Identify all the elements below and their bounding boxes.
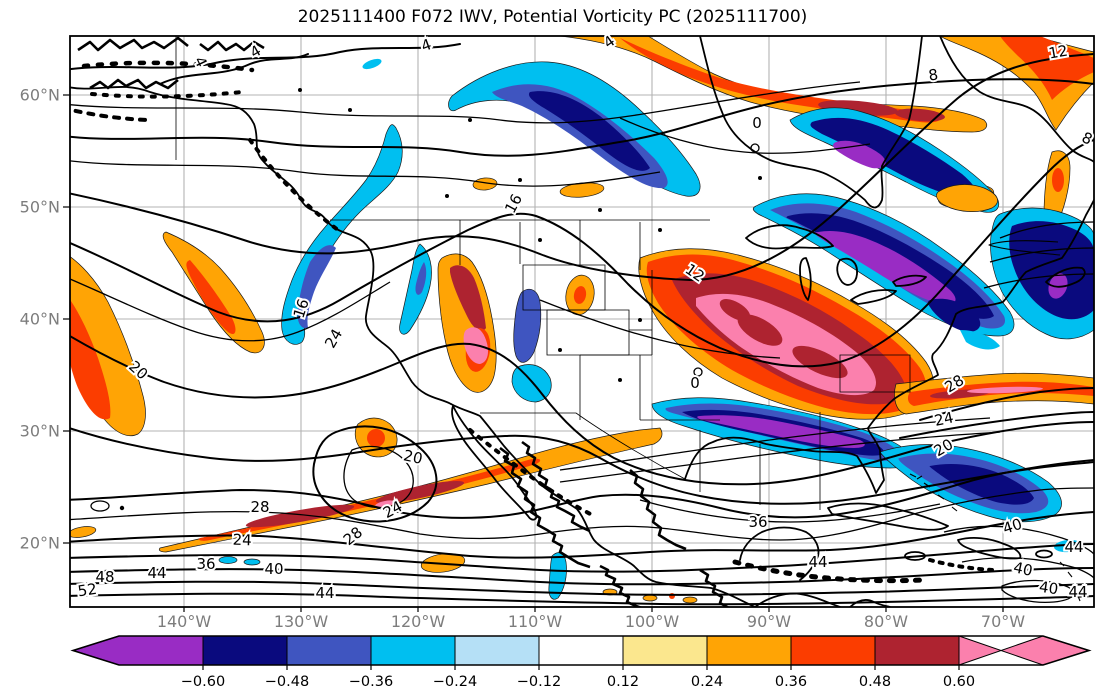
x-tick-label: 110°W bbox=[508, 612, 563, 631]
contour-label: 48 bbox=[95, 568, 114, 586]
contour-label: 40 bbox=[1038, 578, 1059, 598]
colorbar-tick-label: 0.12 bbox=[607, 674, 639, 690]
colorbar-cell bbox=[706, 635, 792, 666]
contour-label: 44 bbox=[1064, 538, 1083, 556]
x-tick-label: 100°W bbox=[625, 612, 680, 631]
contour-label: 52 bbox=[77, 580, 98, 600]
page-title: 2025111400 F072 IWV, Potential Vorticity… bbox=[297, 7, 808, 27]
colorbar-tick-label: −0.24 bbox=[433, 674, 477, 690]
colorbar-cell bbox=[622, 635, 708, 666]
colorbar-cell bbox=[286, 635, 372, 666]
contour-label: 0 bbox=[690, 374, 700, 392]
y-axis-tick-labels: 60°N 50°N 40°N 30°N 20°N bbox=[20, 86, 70, 553]
map-frame bbox=[69, 35, 1095, 608]
colorbar: −0.60 −0.48 −0.36 −0.24 −0.12 0.12 0.24 0.36 0.4… bbox=[70, 635, 1092, 690]
y-tick-label: 40°N bbox=[20, 310, 60, 329]
contour-label: 44 bbox=[147, 564, 166, 582]
colorbar-cell bbox=[790, 635, 876, 666]
colorbar-right-arrow bbox=[958, 635, 1091, 666]
x-tick-label: 70°W bbox=[981, 612, 1025, 631]
contour-label: 44 bbox=[808, 553, 827, 571]
x-axis-tick-labels: 140°W 130°W 120°W 110°W 100°W 90°W 80°W 70°W bbox=[157, 607, 1025, 631]
contour-label: 28 bbox=[250, 498, 269, 516]
colorbar-tick-label: 0.36 bbox=[775, 674, 807, 690]
contour-label: 44 bbox=[315, 584, 334, 602]
colorbar-cell bbox=[538, 635, 624, 666]
contour-label: 12 bbox=[1047, 42, 1069, 63]
colorbar-cell bbox=[454, 635, 540, 666]
iwv-contours bbox=[70, 43, 1094, 606]
colorbar-outline bbox=[70, 635, 1092, 666]
colorbar-left-arrow bbox=[71, 635, 204, 666]
y-tick-label: 30°N bbox=[20, 422, 60, 441]
x-tick-label: 120°W bbox=[391, 612, 446, 631]
contour-label: 40 bbox=[264, 560, 283, 578]
contour-label: 24 bbox=[232, 531, 252, 550]
contour-label: 44 bbox=[1068, 583, 1087, 601]
x-tick-label: 130°W bbox=[274, 612, 329, 631]
colorbar-cell bbox=[370, 635, 456, 666]
colorbar-cell bbox=[874, 635, 960, 666]
y-tick-label: 50°N bbox=[20, 198, 60, 217]
colorbar-cell bbox=[202, 635, 288, 666]
colorbar-tick-label: −0.12 bbox=[517, 674, 561, 690]
colorbar-tick-label: 0.60 bbox=[943, 674, 975, 690]
contour-label: 36 bbox=[196, 555, 215, 573]
contour-label: 36 bbox=[748, 513, 767, 531]
colorbar-tick-label: 0.48 bbox=[859, 674, 891, 690]
colorbar-tick-label: −0.36 bbox=[349, 674, 393, 690]
colorbar-tick-label: 0.24 bbox=[691, 674, 723, 690]
contour-label: 0 bbox=[752, 114, 762, 132]
terrain-contour-tangles bbox=[70, 36, 994, 607]
political-borders bbox=[175, 36, 911, 510]
colorbar-tick-label: −0.48 bbox=[265, 674, 309, 690]
x-tick-label: 90°W bbox=[747, 612, 791, 631]
y-tick-label: 60°N bbox=[20, 86, 60, 105]
colorbar-tick-label: −0.60 bbox=[181, 674, 225, 690]
x-tick-label: 140°W bbox=[157, 612, 212, 631]
y-tick-label: 20°N bbox=[20, 534, 60, 553]
contour-label: 8 bbox=[927, 65, 939, 84]
x-tick-label: 80°W bbox=[864, 612, 908, 631]
